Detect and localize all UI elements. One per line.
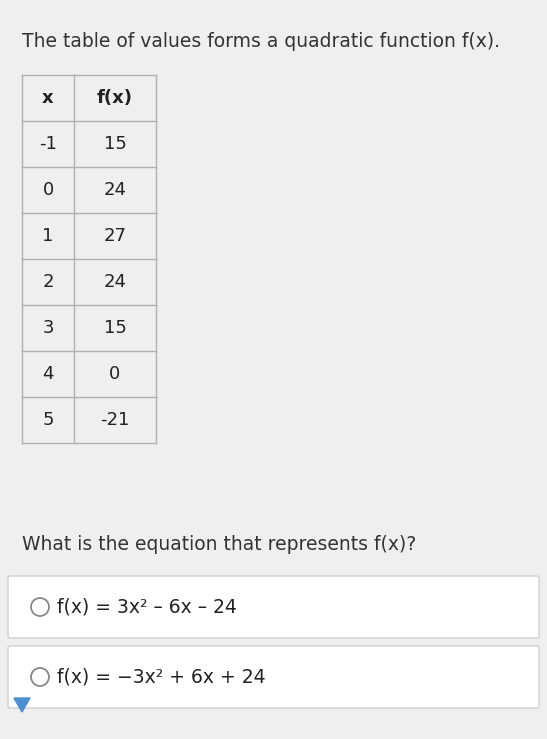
FancyBboxPatch shape bbox=[8, 576, 539, 638]
Text: The table of values forms a quadratic function f(x).: The table of values forms a quadratic fu… bbox=[22, 32, 500, 51]
Text: x: x bbox=[42, 89, 54, 107]
FancyBboxPatch shape bbox=[8, 646, 539, 708]
Text: 15: 15 bbox=[103, 135, 126, 153]
Circle shape bbox=[31, 598, 49, 616]
Text: -1: -1 bbox=[39, 135, 57, 153]
Text: 24: 24 bbox=[103, 273, 126, 291]
Text: 5: 5 bbox=[42, 411, 54, 429]
Polygon shape bbox=[14, 698, 30, 712]
Text: 1: 1 bbox=[42, 227, 54, 245]
Text: 15: 15 bbox=[103, 319, 126, 337]
Circle shape bbox=[31, 668, 49, 686]
Text: f(x) = 3x² – 6x – 24: f(x) = 3x² – 6x – 24 bbox=[57, 598, 237, 616]
Text: 24: 24 bbox=[103, 181, 126, 199]
Text: 0: 0 bbox=[42, 181, 54, 199]
Text: 2: 2 bbox=[42, 273, 54, 291]
Text: 0: 0 bbox=[109, 365, 121, 383]
Text: -21: -21 bbox=[100, 411, 130, 429]
Text: 3: 3 bbox=[42, 319, 54, 337]
Text: What is the equation that represents f(x)?: What is the equation that represents f(x… bbox=[22, 535, 416, 554]
Text: f(x) = −3x² + 6x + 24: f(x) = −3x² + 6x + 24 bbox=[57, 667, 266, 687]
Text: f(x): f(x) bbox=[97, 89, 133, 107]
Text: 4: 4 bbox=[42, 365, 54, 383]
Text: 27: 27 bbox=[103, 227, 126, 245]
